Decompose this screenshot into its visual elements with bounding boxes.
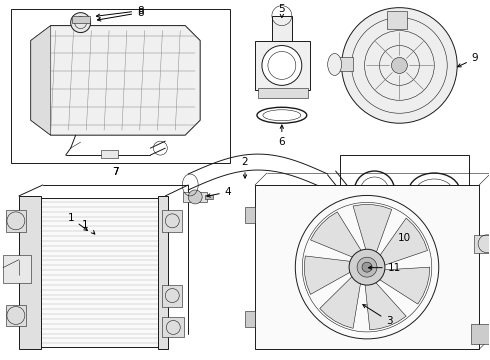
Polygon shape	[374, 267, 430, 304]
Polygon shape	[377, 218, 427, 267]
Bar	[6, 210, 26, 232]
Circle shape	[362, 262, 372, 272]
Polygon shape	[31, 26, 51, 135]
Text: 1: 1	[67, 213, 88, 230]
Bar	[3, 255, 31, 283]
Bar	[335, 58, 353, 71]
Circle shape	[188, 190, 202, 204]
Polygon shape	[311, 212, 364, 259]
Bar	[471, 324, 490, 345]
Bar	[258, 88, 308, 98]
Bar	[338, 283, 349, 306]
Polygon shape	[353, 204, 392, 258]
Bar	[340, 155, 469, 223]
Bar	[382, 336, 395, 346]
Polygon shape	[365, 278, 406, 330]
Text: 6: 6	[278, 125, 285, 147]
Bar	[272, 15, 292, 41]
Bar	[100, 150, 119, 158]
Text: 10: 10	[398, 233, 411, 243]
Bar	[6, 305, 26, 327]
Bar	[162, 318, 184, 337]
Text: 11: 11	[368, 263, 401, 273]
Polygon shape	[183, 192, 207, 202]
Bar	[388, 11, 407, 28]
Polygon shape	[245, 311, 255, 328]
Bar	[19, 196, 41, 349]
Text: 1: 1	[82, 220, 95, 234]
Text: 4: 4	[207, 187, 231, 197]
Bar	[474, 235, 490, 253]
Circle shape	[392, 58, 407, 73]
Circle shape	[262, 45, 302, 85]
Polygon shape	[31, 26, 200, 135]
Circle shape	[357, 257, 377, 277]
Text: 5: 5	[278, 4, 285, 18]
Bar	[158, 196, 168, 349]
Polygon shape	[320, 273, 362, 328]
Ellipse shape	[328, 54, 342, 75]
Bar	[255, 185, 479, 349]
Bar	[11, 9, 230, 163]
Circle shape	[349, 249, 385, 285]
Polygon shape	[304, 256, 356, 294]
Text: 7: 7	[112, 167, 119, 177]
Text: 7: 7	[112, 167, 119, 177]
Bar	[205, 195, 213, 199]
Bar	[255, 41, 310, 90]
Bar	[162, 285, 182, 306]
Text: 2: 2	[242, 157, 248, 178]
Polygon shape	[72, 15, 90, 23]
Text: 8: 8	[98, 8, 144, 21]
Bar	[162, 210, 182, 232]
Circle shape	[342, 8, 457, 123]
Text: 8: 8	[97, 6, 144, 17]
Text: 9: 9	[458, 54, 478, 67]
Polygon shape	[245, 207, 255, 223]
Circle shape	[71, 13, 91, 32]
Polygon shape	[21, 198, 165, 347]
Text: 3: 3	[363, 305, 393, 327]
